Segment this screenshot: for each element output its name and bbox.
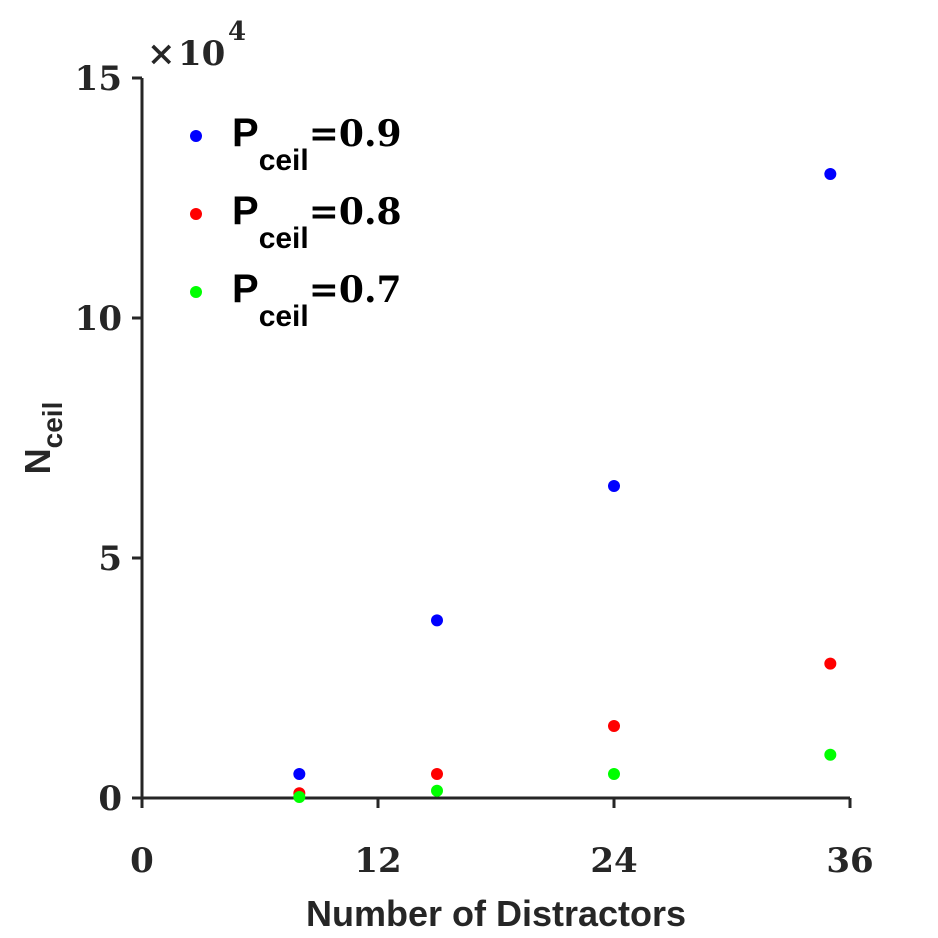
legend-marker bbox=[190, 208, 202, 220]
data-point-series-2 bbox=[431, 768, 443, 780]
y-axis-label: Nceil bbox=[17, 402, 68, 475]
y-tick-label: 5 bbox=[98, 539, 122, 579]
legend-label: Pceil=0.8 bbox=[232, 189, 402, 255]
data-point-series-2 bbox=[608, 720, 620, 732]
exponent-base: 10 bbox=[178, 34, 225, 74]
x-ticks: 0 12 24 36 bbox=[130, 798, 874, 881]
y-tick-label: 10 bbox=[75, 299, 122, 339]
data-point-series-1 bbox=[824, 168, 837, 180]
data-point-series-1 bbox=[293, 768, 306, 780]
x-axis-label: Number of Distractors bbox=[306, 893, 686, 934]
legend: Pceil=0.9 Pceil=0.8 Pceil=0.7 bbox=[190, 111, 402, 333]
y-tick-label: 0 bbox=[98, 779, 122, 819]
y-axis-exponent: × 10 4 bbox=[147, 17, 246, 74]
data-point-series-1 bbox=[431, 614, 443, 627]
data-point-series-3 bbox=[293, 791, 306, 804]
data-point-series-2 bbox=[824, 657, 837, 670]
data-point-series-3 bbox=[824, 748, 837, 761]
x-tick-label: 36 bbox=[826, 841, 873, 881]
legend-label: Pceil=0.7 bbox=[232, 267, 402, 333]
data-point-series-3 bbox=[431, 784, 443, 797]
x-tick-label: 24 bbox=[590, 841, 637, 881]
legend-entry-1: Pceil=0.9 bbox=[190, 111, 402, 177]
y-axis-label-sub: ceil bbox=[37, 402, 68, 449]
exponent-times: × bbox=[147, 34, 176, 74]
x-tick-label: 12 bbox=[354, 841, 401, 881]
x-tick-label: 0 bbox=[130, 841, 154, 881]
legend-entry-3: Pceil=0.7 bbox=[190, 267, 402, 333]
legend-marker bbox=[190, 286, 202, 298]
y-tick-label: 15 bbox=[75, 59, 122, 99]
y-axis-label-main: N bbox=[17, 448, 58, 474]
axes bbox=[140, 78, 850, 800]
legend-entry-2: Pceil=0.8 bbox=[190, 189, 402, 255]
data-point-series-3 bbox=[608, 768, 620, 780]
data-points bbox=[293, 168, 837, 804]
data-point-series-1 bbox=[608, 480, 620, 492]
legend-marker bbox=[190, 130, 202, 142]
y-ticks: 0 5 10 15 bbox=[75, 59, 142, 819]
legend-label: Pceil=0.9 bbox=[232, 111, 402, 177]
exponent-power: 4 bbox=[228, 17, 246, 47]
svg-text:Nceil: Nceil bbox=[17, 402, 68, 475]
